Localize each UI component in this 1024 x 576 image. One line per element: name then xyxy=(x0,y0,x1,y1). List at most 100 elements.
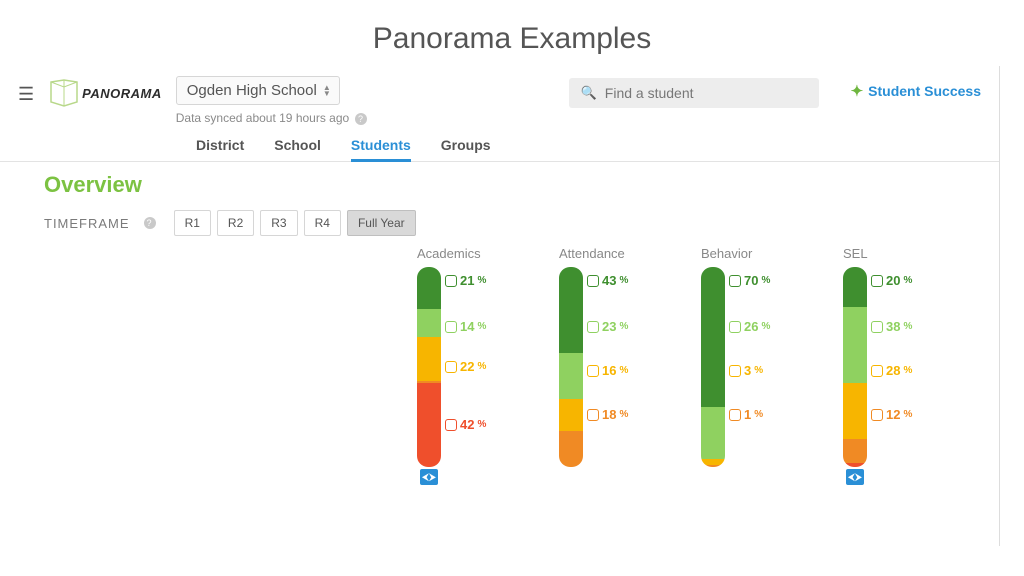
pct-symbol: % xyxy=(754,365,763,376)
checkbox-icon[interactable] xyxy=(445,361,457,373)
bar-segment xyxy=(559,399,583,431)
tab-district[interactable]: District xyxy=(196,137,244,162)
timeframe-label: TIMEFRAME xyxy=(44,216,130,231)
school-block: Ogden High School ▲▼ Data synced about 1… xyxy=(176,76,367,125)
checkbox-icon[interactable] xyxy=(729,321,741,333)
segment-label[interactable]: 1% xyxy=(729,407,763,422)
timeframe-btn-r1[interactable]: R1 xyxy=(174,210,211,236)
pct-value: 12 xyxy=(886,407,900,422)
checkbox-icon[interactable] xyxy=(445,321,457,333)
chart-column-behavior: Behavior70%26%3%1% xyxy=(701,246,797,467)
tab-school[interactable]: School xyxy=(274,137,321,162)
stacked-bar xyxy=(843,267,867,467)
chevron-sort-icon: ▲▼ xyxy=(323,85,331,97)
pct-symbol: % xyxy=(903,365,912,376)
checkbox-icon[interactable] xyxy=(587,409,599,421)
search-input[interactable]: 🔍 Find a student xyxy=(569,78,819,108)
stacked-bar xyxy=(417,267,441,467)
logo-mark-icon xyxy=(48,78,80,108)
tab-students[interactable]: Students xyxy=(351,137,411,162)
pct-value: 1 xyxy=(744,407,751,422)
pct-symbol: % xyxy=(477,419,486,430)
timeframe-btn-full-year[interactable]: Full Year xyxy=(347,210,416,236)
overview-title: Overview xyxy=(0,162,999,198)
pct-value: 3 xyxy=(744,363,751,378)
checkbox-icon[interactable] xyxy=(871,275,883,287)
segment-label[interactable]: 3% xyxy=(729,363,763,378)
segment-label[interactable]: 20% xyxy=(871,273,912,288)
checkbox-icon[interactable] xyxy=(729,275,741,287)
pct-symbol: % xyxy=(903,321,912,332)
student-success-link[interactable]: ✦ Student Success xyxy=(851,82,981,100)
checkbox-icon[interactable] xyxy=(871,321,883,333)
bar-segment xyxy=(843,307,867,383)
segment-label[interactable]: 28% xyxy=(871,363,912,378)
segment-label[interactable]: 23% xyxy=(587,319,628,334)
chart-title: Behavior xyxy=(701,246,797,261)
help-icon[interactable]: ? xyxy=(144,217,156,229)
pct-symbol: % xyxy=(619,409,628,420)
segment-label[interactable]: 42% xyxy=(445,417,486,432)
school-value: Ogden High School xyxy=(187,82,317,99)
bar-segment xyxy=(417,383,441,467)
pct-value: 38 xyxy=(886,319,900,334)
timeframe-btn-r2[interactable]: R2 xyxy=(217,210,254,236)
pct-symbol: % xyxy=(477,275,486,286)
bar-segment xyxy=(843,439,867,463)
segment-labels: 70%26%3%1% xyxy=(729,267,789,467)
bar-segment xyxy=(559,431,583,467)
segment-label[interactable]: 70% xyxy=(729,273,770,288)
pct-symbol: % xyxy=(761,275,770,286)
pct-value: 20 xyxy=(886,273,900,288)
checkbox-icon[interactable] xyxy=(445,275,457,287)
checkbox-icon[interactable] xyxy=(871,409,883,421)
page-heading: Panorama Examples xyxy=(0,0,1024,66)
star-icon: ✦ xyxy=(851,82,864,100)
chart-column-sel: SEL20%38%28%12%⮜⮞ xyxy=(843,246,939,467)
checkbox-icon[interactable] xyxy=(871,365,883,377)
bar-segment xyxy=(843,267,867,307)
pct-value: 18 xyxy=(602,407,616,422)
bar-segment xyxy=(417,267,441,309)
segment-label[interactable]: 14% xyxy=(445,319,486,334)
segment-label[interactable]: 22% xyxy=(445,359,486,374)
tab-groups[interactable]: Groups xyxy=(441,137,491,162)
timeframe-btn-r4[interactable]: R4 xyxy=(304,210,341,236)
timeframe-row: TIMEFRAME ? R1R2R3 R4Full Year xyxy=(0,198,999,236)
checkbox-icon[interactable] xyxy=(587,365,599,377)
help-icon[interactable]: ? xyxy=(355,113,367,125)
bar-segment xyxy=(559,267,583,353)
segment-label[interactable]: 38% xyxy=(871,319,912,334)
stacked-bar xyxy=(559,267,583,467)
pct-value: 26 xyxy=(744,319,758,334)
checkbox-icon[interactable] xyxy=(587,321,599,333)
checkbox-icon[interactable] xyxy=(729,409,741,421)
pct-symbol: % xyxy=(477,361,486,372)
expand-icon[interactable]: ⮜⮞ xyxy=(846,469,864,485)
checkbox-icon[interactable] xyxy=(445,419,457,431)
segment-labels: 21% 14% 22% 42% xyxy=(445,267,505,467)
chart-column-academics: Academics21%14%22%42%⮜⮞ xyxy=(417,246,513,467)
checkbox-icon[interactable] xyxy=(729,365,741,377)
checkbox-icon[interactable] xyxy=(587,275,599,287)
segment-label[interactable]: 18% xyxy=(587,407,628,422)
school-selector[interactable]: Ogden High School ▲▼ xyxy=(176,76,340,105)
search-placeholder: Find a student xyxy=(605,85,694,101)
menu-icon[interactable]: ☰ xyxy=(18,76,34,105)
segment-label[interactable]: 12% xyxy=(871,407,912,422)
nav-tabs: District School Students Groups xyxy=(196,137,999,162)
segment-label[interactable]: 26% xyxy=(729,319,770,334)
segment-label[interactable]: 43% xyxy=(587,273,628,288)
expand-icon[interactable]: ⮜⮞ xyxy=(420,469,438,485)
pct-symbol: % xyxy=(619,321,628,332)
segment-label[interactable]: 21% xyxy=(445,273,486,288)
timeframe-buttons: R1R2R3 R4Full Year xyxy=(174,210,416,236)
timeframe-btn-r3[interactable]: R3 xyxy=(260,210,297,236)
student-success-label: Student Success xyxy=(868,83,981,99)
logo-text: PANORAMA xyxy=(82,86,162,101)
bar-segment xyxy=(701,407,725,459)
logo[interactable]: PANORAMA xyxy=(48,76,162,108)
app-frame: ☰ PANORAMA Ogden High School ▲▼ Data syn… xyxy=(0,66,1000,546)
pct-symbol: % xyxy=(477,321,486,332)
segment-label[interactable]: 16% xyxy=(587,363,628,378)
